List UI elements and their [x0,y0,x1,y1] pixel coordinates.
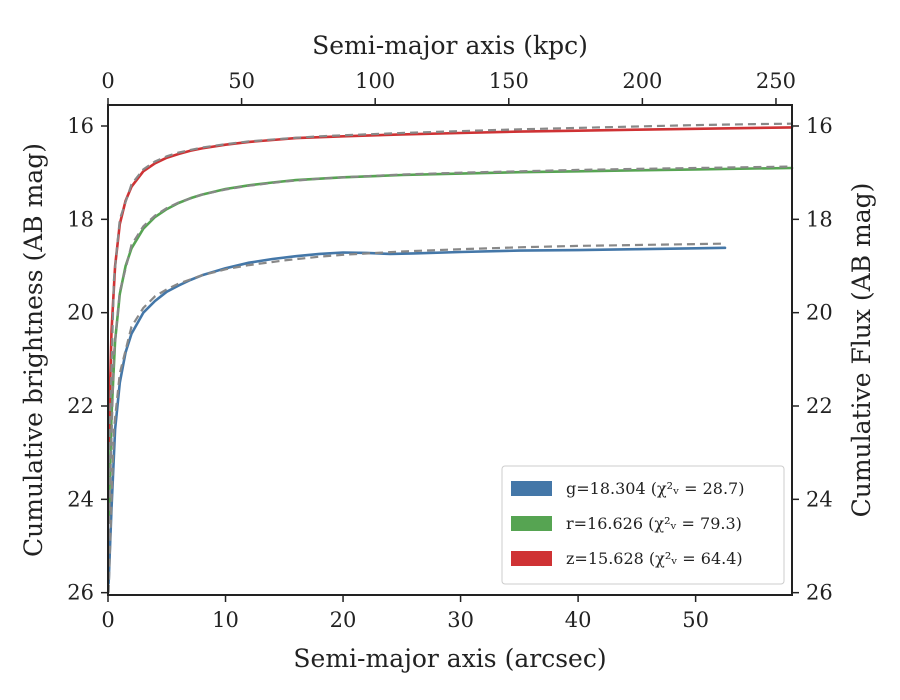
top-x-tick-label-2: 100 [355,69,395,93]
legend-swatch-z [511,551,552,566]
right-y-tick-label-0: 16 [806,114,833,138]
right-y-tick-label-2: 20 [806,301,833,325]
legend-box [501,465,785,585]
right-y-axis-title: Cumulative Flux (AB mag) [847,183,876,518]
top-x-tick-label-0: 0 [101,69,114,93]
right-y-tick-label-3: 22 [806,394,833,418]
top-x-tick-label-5: 250 [756,69,796,93]
x-tick-label-4: 40 [565,608,592,632]
fit-line-z [107,122,793,477]
x-tick-label-0: 0 [101,608,114,632]
top-x-tick-label-1: 50 [228,69,255,93]
top-x-tick-label-3: 150 [489,69,529,93]
top-x-axis-title: Semi-major axis (kpc) [312,31,588,60]
y-tick-label-2: 20 [67,301,94,325]
fit-line-r [107,165,793,537]
y-tick-label-5: 26 [67,581,94,605]
legend: g=18.304 (χ²ᵥ = 28.7) r=16.626 (χ²ᵥ = 79… [501,465,785,585]
legend-label-r: r=16.626 (χ²ᵥ = 79.3) [566,514,742,533]
x-tick-label-2: 20 [330,608,357,632]
legend-label-z: z=15.628 (χ²ᵥ = 64.4) [566,549,743,568]
legend-label-g: g=18.304 (χ²ᵥ = 28.7) [566,479,744,498]
x-tick-label-3: 30 [447,608,474,632]
y-tick-label-4: 24 [67,487,94,511]
fit-line-g [107,242,726,593]
top-x-tick-label-4: 200 [622,69,662,93]
right-y-tick-label-5: 26 [806,581,833,605]
x-axis-title: Semi-major axis (arcsec) [293,644,606,673]
y-axis-title: Cumulative brightness (AB mag) [19,143,48,557]
y-tick-label-1: 18 [67,207,94,231]
model-fit-lines [107,122,793,593]
legend-swatch-g [511,481,552,496]
x-tick-label-1: 10 [212,608,239,632]
y-tick-label-3: 22 [67,394,94,418]
right-y-tick-label-1: 18 [806,207,833,231]
plot-frame [107,104,793,596]
legend-swatch-r [511,516,552,531]
x-tick-label-5: 50 [682,608,709,632]
axis-ticks: 0 10 20 30 40 50 0 50 100 150 200 250 16 18 20 22 24 26 16… [67,69,832,632]
y-tick-label-0: 16 [67,114,94,138]
right-y-tick-label-4: 24 [806,487,833,511]
